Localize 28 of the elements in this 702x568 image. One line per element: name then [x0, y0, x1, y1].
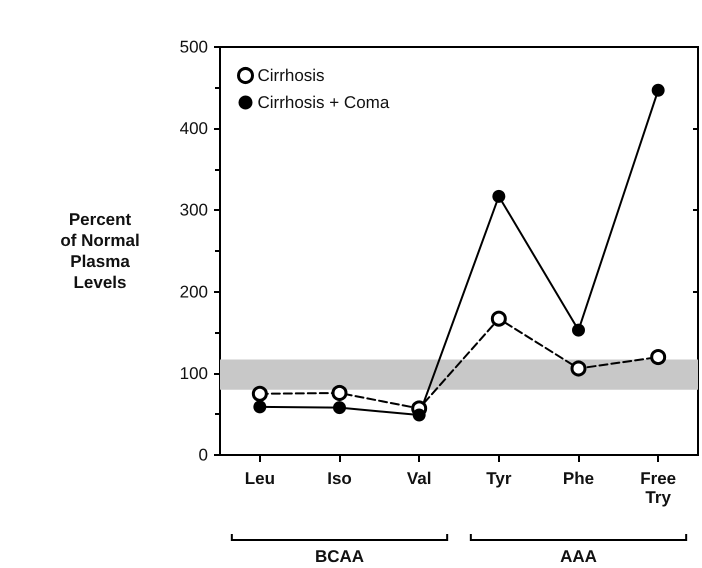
- point: [570, 360, 586, 376]
- x-tick-label: Free Try: [640, 469, 676, 507]
- y-tick-label: 200: [180, 282, 208, 302]
- legend-label: Cirrhosis: [258, 66, 325, 85]
- legend-label: Cirrhosis + Coma: [258, 93, 390, 112]
- point: [332, 384, 348, 401]
- point: [650, 349, 666, 366]
- point: [252, 386, 268, 402]
- point: [253, 400, 266, 414]
- point: [652, 84, 665, 97]
- text: AAA: [560, 547, 597, 566]
- y-tick-label: 400: [180, 119, 208, 138]
- y-tick-label: 100: [180, 364, 208, 383]
- point: [492, 190, 506, 203]
- y-tick-label: 0: [198, 446, 208, 464]
- point: [572, 324, 585, 337]
- point: [412, 408, 426, 422]
- y-axis-title: Percent of Normal Plasma Levels: [60, 210, 140, 292]
- x-tick-label: Iso: [327, 469, 352, 488]
- point: [490, 310, 507, 327]
- x-tick-label: Phe: [562, 469, 594, 488]
- x-tick-label: Tyr: [486, 469, 512, 488]
- text: BCAA: [314, 547, 364, 566]
- x-tick-label: Val: [406, 469, 432, 488]
- y-tick-label: 300: [180, 200, 208, 220]
- y-tick-label: 500: [180, 38, 208, 56]
- x-tick-label: Leu: [244, 469, 275, 488]
- point: [333, 401, 346, 414]
